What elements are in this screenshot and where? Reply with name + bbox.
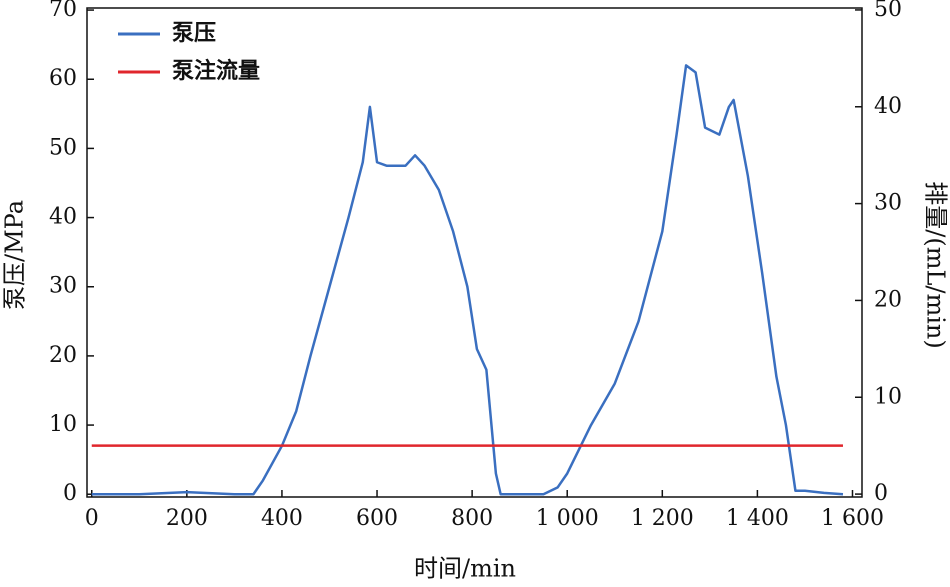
x-tick-label: 0 (85, 506, 99, 531)
legend-label: 泵注流量 (172, 58, 260, 84)
legend-label: 泵压 (172, 20, 216, 46)
y2-tick-label: 0 (874, 481, 888, 506)
x-tick-label: 1 000 (536, 506, 599, 531)
y-tick-label: 50 (49, 135, 77, 160)
x-axis-label: 时间/min (414, 555, 516, 583)
y2-tick-label: 10 (874, 384, 902, 409)
y2-axis-label: 排量/(mL/min) (922, 181, 950, 348)
x-tick-label: 1 400 (726, 506, 789, 531)
y-axis-label: 泵压/MPa (1, 200, 29, 310)
y-tick-label: 20 (49, 343, 77, 368)
x-tick-label: 200 (166, 506, 208, 531)
series-line (91, 64, 844, 496)
y2-tick-label: 50 (874, 0, 902, 22)
y2-tick-label: 40 (874, 94, 902, 119)
x-tick-label: 600 (356, 506, 398, 531)
y-tick-label: 70 (49, 0, 77, 22)
y-tick-label: 0 (63, 481, 77, 506)
x-tick-label: 400 (261, 506, 303, 531)
y-tick-label: 10 (49, 412, 77, 437)
plot-frame (86, 7, 863, 498)
x-tick-label: 800 (451, 506, 493, 531)
x-tick-label: 1 600 (821, 506, 884, 531)
y-tick-label: 40 (49, 205, 77, 230)
x-tick-label: 1 200 (631, 506, 694, 531)
y-tick-label: 30 (49, 274, 77, 299)
y2-tick-label: 30 (874, 191, 902, 216)
y-tick-label: 60 (49, 66, 77, 91)
y2-tick-label: 20 (874, 287, 902, 312)
